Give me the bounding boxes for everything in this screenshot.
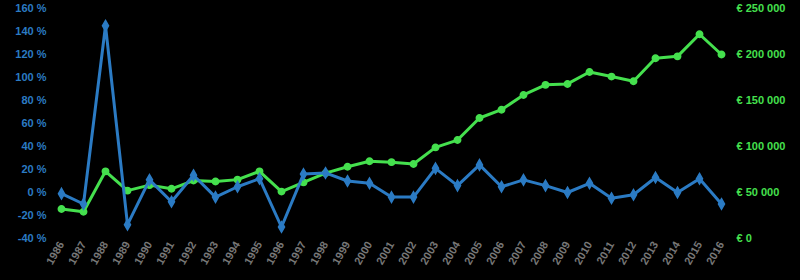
svg-text:-20 %: -20 % [18, 209, 47, 221]
svg-text:2005: 2005 [462, 239, 485, 266]
svg-text:1986: 1986 [44, 239, 67, 266]
svg-text:40 %: 40 % [21, 140, 46, 152]
svg-text:2003: 2003 [418, 239, 441, 266]
svg-text:1989: 1989 [110, 239, 133, 266]
svg-text:€ 0: € 0 [737, 232, 752, 244]
svg-text:2006: 2006 [484, 239, 507, 266]
svg-text:1996: 1996 [264, 239, 287, 266]
svg-text:2002: 2002 [396, 239, 419, 266]
svg-text:1995: 1995 [242, 239, 265, 266]
svg-text:160 %: 160 % [15, 2, 46, 14]
svg-text:120 %: 120 % [15, 48, 46, 60]
svg-text:0 %: 0 % [28, 186, 47, 198]
svg-text:€ 200 000: € 200 000 [737, 48, 786, 60]
svg-text:1999: 1999 [330, 239, 353, 266]
svg-text:80 %: 80 % [21, 94, 46, 106]
svg-text:1992: 1992 [176, 239, 199, 266]
svg-text:2000: 2000 [352, 239, 375, 266]
svg-text:1994: 1994 [220, 239, 243, 267]
svg-text:2004: 2004 [440, 239, 463, 267]
svg-text:20 %: 20 % [21, 163, 46, 175]
svg-text:€ 50 000: € 50 000 [737, 186, 780, 198]
svg-text:2001: 2001 [374, 239, 397, 266]
svg-text:60 %: 60 % [21, 117, 46, 129]
svg-text:1991: 1991 [154, 239, 177, 266]
svg-text:100 %: 100 % [15, 71, 46, 83]
svg-text:2013: 2013 [638, 239, 661, 266]
svg-text:1987: 1987 [66, 239, 89, 266]
svg-text:1993: 1993 [198, 239, 221, 266]
svg-text:2011: 2011 [594, 239, 616, 266]
svg-text:1988: 1988 [88, 239, 111, 266]
svg-text:€ 150 000: € 150 000 [737, 94, 786, 106]
svg-text:2014: 2014 [660, 239, 683, 267]
svg-text:2007: 2007 [506, 239, 529, 266]
svg-text:2016: 2016 [704, 239, 727, 266]
svg-text:1990: 1990 [132, 239, 155, 266]
svg-text:€ 250 000: € 250 000 [737, 2, 786, 14]
svg-text:2009: 2009 [550, 239, 573, 266]
svg-text:2015: 2015 [682, 239, 705, 266]
svg-text:€ 100 000: € 100 000 [737, 140, 786, 152]
svg-text:2010: 2010 [572, 239, 595, 266]
svg-text:-40 %: -40 % [18, 232, 47, 244]
svg-text:140 %: 140 % [15, 25, 46, 37]
svg-text:2008: 2008 [528, 239, 551, 266]
svg-text:1997: 1997 [286, 239, 309, 266]
svg-text:1998: 1998 [308, 239, 331, 266]
svg-text:2012: 2012 [616, 239, 639, 266]
